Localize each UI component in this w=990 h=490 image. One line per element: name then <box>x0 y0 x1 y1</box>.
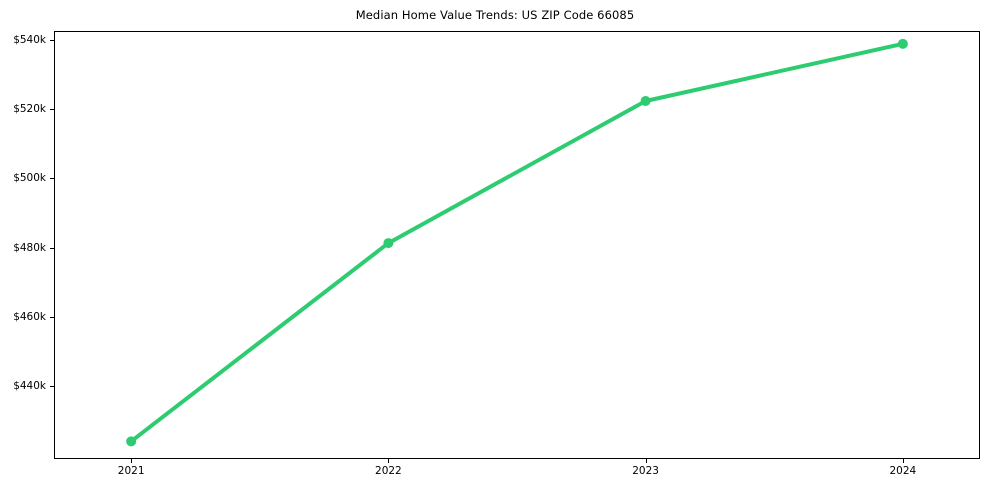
plot-area <box>54 31 980 459</box>
y-axis-tick-label: $440k <box>13 380 46 393</box>
data-point-marker <box>640 96 651 106</box>
y-axis-tick-mark <box>50 108 54 110</box>
x-axis-tick-mark <box>388 459 390 463</box>
data-point-marker <box>897 38 908 49</box>
y-axis-tick-mark <box>50 39 54 41</box>
y-axis-tick-label: $540k <box>13 33 46 46</box>
data-point-marker <box>126 436 137 447</box>
x-axis-tick-label: 2023 <box>632 465 659 477</box>
y-axis-tick-mark <box>50 247 54 249</box>
x-axis-tick-mark <box>131 459 133 463</box>
x-axis-tick-mark <box>645 459 647 463</box>
x-axis-tick-label: 2024 <box>889 465 917 477</box>
data-point-marker <box>383 238 394 249</box>
y-axis-tick-mark <box>50 386 54 388</box>
series-markers <box>126 38 908 447</box>
series-line-median-home-value <box>129 41 905 444</box>
y-axis-tick-mark <box>50 316 54 318</box>
y-axis-tick-mark <box>50 178 54 180</box>
y-axis-tick-labels: $440k $460k $480k $500k $520k $540k <box>0 0 46 490</box>
y-axis-tick-label: $480k <box>13 241 46 254</box>
x-axis-tick-label: 2022 <box>375 465 402 477</box>
y-axis-tick-label: $500k <box>13 172 46 185</box>
chart-title: Median Home Value Trends: US ZIP Code 66… <box>355 8 635 22</box>
x-axis-tick-label: 2021 <box>117 465 145 477</box>
y-axis-tick-label: $520k <box>13 102 46 115</box>
y-axis-tick-label: $460k <box>13 310 46 323</box>
x-axis-tick-mark <box>902 459 904 463</box>
chart-plot-svg <box>126 38 908 447</box>
